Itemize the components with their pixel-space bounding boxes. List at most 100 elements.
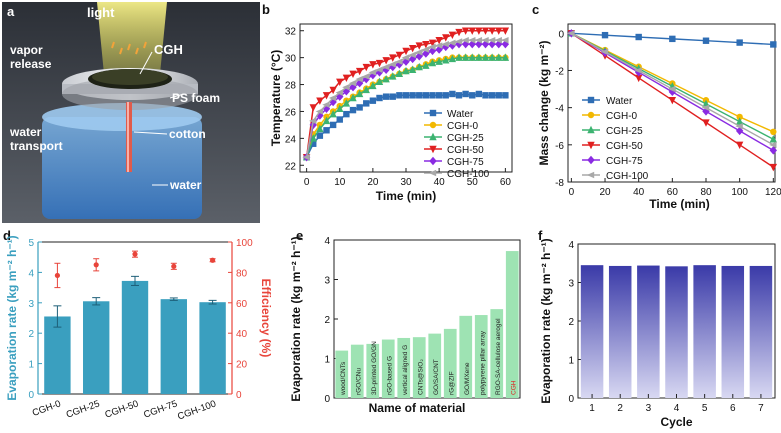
data-point (770, 41, 777, 48)
bar (749, 265, 773, 398)
y-tick-label: 1 (28, 360, 34, 371)
data-point (368, 69, 377, 76)
data-point (488, 53, 496, 61)
legend-marker (587, 155, 595, 165)
y2-tick-label: 60 (236, 299, 248, 310)
bar (505, 251, 519, 398)
data-point (474, 36, 483, 44)
x-tick-label: 0 (569, 187, 575, 198)
label-light: light (87, 5, 115, 20)
data-point (769, 141, 777, 149)
data-point (449, 90, 456, 98)
legend-label: CGH-100 (447, 169, 490, 180)
data-point (701, 104, 710, 111)
data-point (388, 61, 396, 68)
bar (490, 309, 504, 398)
bar-label: CNTs@SiO₂ (417, 359, 424, 395)
y-axis-label: Temperature (°C) (269, 50, 283, 147)
legend-marker (429, 109, 437, 117)
y2-tick-label: 100 (236, 238, 253, 249)
bar-label: GO/SA/CNT (433, 359, 440, 395)
data-point (495, 27, 503, 35)
series-cgh-100 (302, 36, 509, 161)
y-tick-label: 3 (568, 279, 574, 290)
data-point (349, 93, 357, 102)
y2-tick-label: 0 (236, 390, 242, 401)
data-point (482, 92, 489, 99)
data-point (468, 53, 476, 61)
data-point (461, 39, 470, 49)
data-point (442, 56, 450, 64)
y-tick-label: -8 (555, 178, 564, 189)
x-tick-label: 20 (367, 177, 379, 188)
legend-label: CGH-75 (447, 157, 484, 168)
data-point (495, 53, 503, 61)
bar-label: 3D-printed GO/GN (371, 341, 378, 395)
y-axis-label: Evaporation rate (kg m⁻² h⁻¹) (5, 235, 19, 400)
panel-letter-c: c (532, 2, 539, 17)
vapor-arrows (111, 41, 147, 55)
data-point (769, 163, 778, 172)
label-cgh: CGH (154, 42, 183, 57)
efficiency-point (132, 251, 138, 257)
data-point (329, 109, 337, 118)
data-point (455, 53, 463, 61)
y-tick-label: 0 (558, 29, 564, 40)
bar (44, 316, 71, 394)
y-tick-label: 32 (285, 27, 297, 38)
bar-label: rGO/CNu (355, 368, 362, 395)
panel-letter-b: b (262, 2, 270, 17)
data-point (349, 83, 357, 92)
data-point (369, 61, 377, 69)
data-point (395, 51, 404, 60)
data-point (355, 67, 364, 76)
legend-label: CGH-25 (606, 126, 643, 137)
panel-letter-d: d (3, 228, 11, 243)
x-tick-label: CGH-100 (176, 398, 217, 422)
data-point (770, 128, 777, 136)
legend-marker (428, 169, 437, 177)
data-point (428, 58, 437, 67)
data-point (322, 101, 330, 108)
data-point (435, 57, 443, 65)
x-tick-label: CGH-0 (31, 398, 63, 418)
legend-label: CGH-50 (606, 141, 643, 152)
y-tick-label: 2 (28, 329, 34, 340)
bar (637, 265, 660, 398)
y-tick-label: 24 (285, 134, 297, 145)
data-point (402, 66, 410, 75)
data-point (434, 42, 443, 49)
data-point (669, 35, 676, 43)
y-tick-label: 26 (285, 107, 297, 118)
data-point (736, 113, 743, 121)
series-water (568, 30, 777, 48)
data-point (408, 51, 416, 59)
y-tick-label: 0 (324, 394, 330, 405)
bar-label: vertical aligned G (402, 345, 409, 395)
data-point (475, 53, 483, 61)
panel-c: c 0 -2 -4 -6 -8 0 20 40 60 80 100 120 Time (min) Mass … (532, 2, 781, 211)
data-point (635, 33, 642, 41)
panel-e: e 0 1 2 3 4 Name of material Evaporation rate (… (289, 228, 521, 415)
panel-b: b 22 24 26 28 30 32 0 10 20 30 40 50 60 Time (min) Temp… (262, 2, 513, 203)
data-point (408, 45, 417, 53)
data-point (495, 39, 503, 49)
legend-marker (429, 145, 437, 154)
y-tick-label: -2 (555, 66, 564, 77)
x-axis-label: Time (min) (376, 189, 436, 203)
bar (580, 265, 604, 398)
x-axis-label: Cycle (660, 415, 692, 429)
bar (474, 315, 488, 398)
data-point (316, 97, 324, 105)
data-point (349, 106, 357, 114)
data-point (736, 39, 743, 46)
data-point (428, 43, 436, 51)
data-point (375, 77, 384, 86)
legend-label: CGH-25 (447, 133, 484, 144)
data-point (309, 104, 317, 112)
y-tick-label: 4 (568, 240, 574, 251)
data-point (455, 92, 463, 99)
efficiency-point (93, 262, 99, 268)
data-point (488, 92, 496, 99)
x-tick-label: CGH-25 (65, 398, 102, 420)
